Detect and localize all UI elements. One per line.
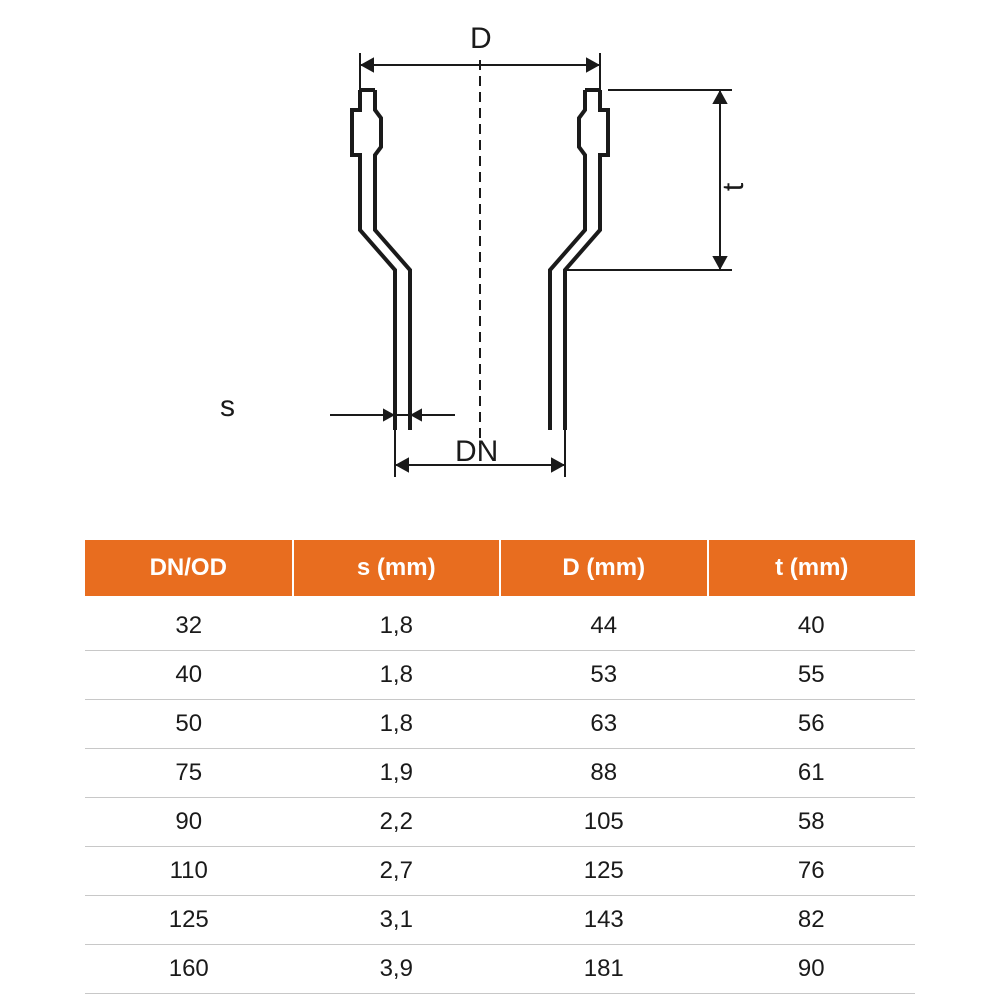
table-cell: 58 (708, 798, 916, 847)
label-d: D (470, 22, 492, 56)
table-cell: 143 (500, 896, 708, 945)
table-row: 1253,114382 (85, 896, 915, 945)
table-cell: 1,9 (293, 749, 501, 798)
table-cell: 2,2 (293, 798, 501, 847)
table-cell: 3,1 (293, 896, 501, 945)
table-row: 401,85355 (85, 651, 915, 700)
table-header-cell: DN/OD (85, 540, 293, 596)
pipe-diagram: D t s DN (180, 20, 820, 490)
table-cell: 88 (500, 749, 708, 798)
table-row: 902,210558 (85, 798, 915, 847)
table-cell: 40 (85, 651, 293, 700)
dimensions-table: DN/ODs (mm)D (mm)t (mm) 321,84440401,853… (85, 540, 915, 994)
table-cell: 75 (85, 749, 293, 798)
table-header-cell: s (mm) (293, 540, 501, 596)
table-cell: 76 (708, 847, 916, 896)
table-cell: 110 (85, 847, 293, 896)
table-row: 751,98861 (85, 749, 915, 798)
table-cell: 32 (85, 596, 293, 651)
table-cell: 44 (500, 596, 708, 651)
table-cell: 2,7 (293, 847, 501, 896)
table-cell: 40 (708, 596, 916, 651)
table-cell: 61 (708, 749, 916, 798)
table-cell: 1,8 (293, 700, 501, 749)
label-s: s (220, 390, 235, 424)
table-cell: 3,9 (293, 945, 501, 994)
table-cell: 90 (85, 798, 293, 847)
table-cell: 160 (85, 945, 293, 994)
table-cell: 105 (500, 798, 708, 847)
table-cell: 181 (500, 945, 708, 994)
table-header-row: DN/ODs (mm)D (mm)t (mm) (85, 540, 915, 596)
table-row: 1603,918190 (85, 945, 915, 994)
table-cell: 53 (500, 651, 708, 700)
table-cell: 125 (500, 847, 708, 896)
pipe-svg (180, 20, 820, 490)
table-cell: 1,8 (293, 596, 501, 651)
table-row: 501,86356 (85, 700, 915, 749)
table-cell: 125 (85, 896, 293, 945)
table-header-cell: t (mm) (708, 540, 916, 596)
table-cell: 90 (708, 945, 916, 994)
table-row: 321,84440 (85, 596, 915, 651)
table-cell: 55 (708, 651, 916, 700)
table-cell: 56 (708, 700, 916, 749)
table-cell: 63 (500, 700, 708, 749)
table-cell: 1,8 (293, 651, 501, 700)
table-header-cell: D (mm) (500, 540, 708, 596)
spec-table: DN/ODs (mm)D (mm)t (mm) 321,84440401,853… (85, 540, 915, 994)
table-cell: 82 (708, 896, 916, 945)
label-dn: DN (455, 435, 498, 469)
table-cell: 50 (85, 700, 293, 749)
label-t: t (717, 183, 751, 191)
table-row: 1102,712576 (85, 847, 915, 896)
